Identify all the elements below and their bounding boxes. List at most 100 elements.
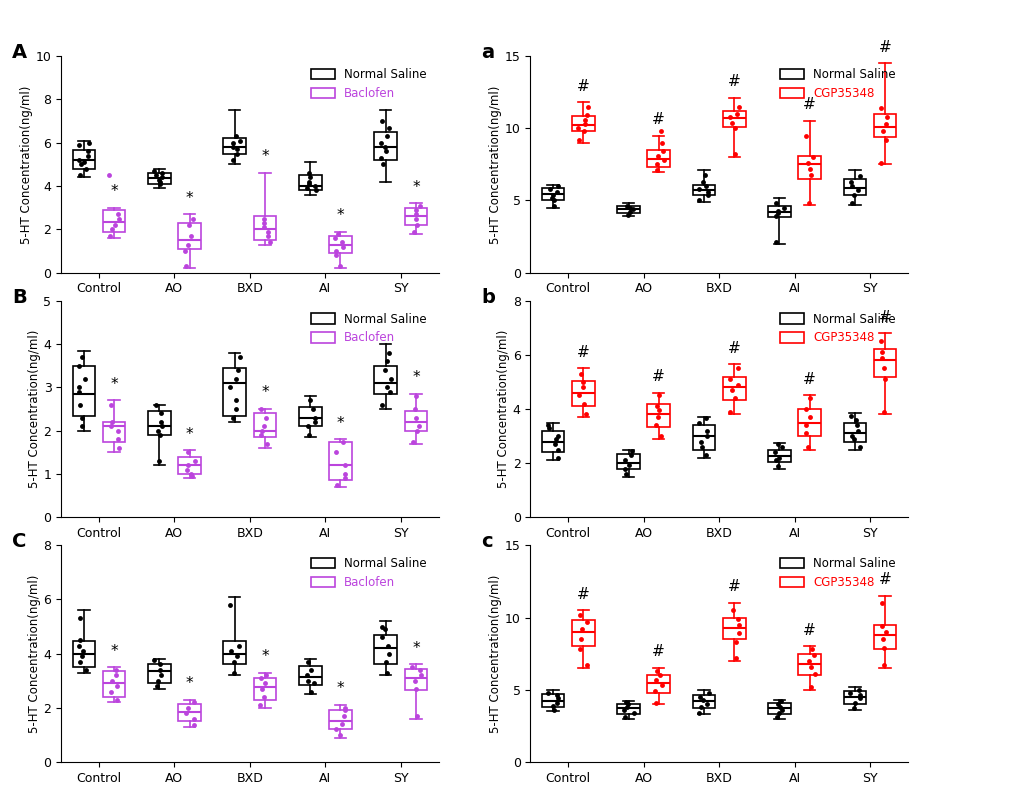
Text: #: # xyxy=(577,586,589,602)
PathPatch shape xyxy=(374,634,396,664)
Text: #: # xyxy=(803,97,815,112)
Text: b: b xyxy=(481,288,495,306)
PathPatch shape xyxy=(647,150,669,168)
PathPatch shape xyxy=(873,114,896,137)
PathPatch shape xyxy=(798,409,820,436)
PathPatch shape xyxy=(299,175,321,190)
Legend: Normal Saline, CGP35348: Normal Saline, CGP35348 xyxy=(773,551,901,595)
Text: #: # xyxy=(728,579,740,594)
PathPatch shape xyxy=(223,139,246,153)
PathPatch shape xyxy=(299,407,321,427)
Text: *: * xyxy=(336,682,344,696)
Y-axis label: 5-HT Concentration(ng/ml): 5-HT Concentration(ng/ml) xyxy=(19,85,33,244)
Text: C: C xyxy=(12,533,26,551)
PathPatch shape xyxy=(541,188,564,200)
Text: *: * xyxy=(110,184,118,199)
PathPatch shape xyxy=(616,205,639,213)
Text: #: # xyxy=(577,79,589,94)
PathPatch shape xyxy=(798,654,820,675)
PathPatch shape xyxy=(616,704,639,715)
Text: A: A xyxy=(12,43,28,62)
PathPatch shape xyxy=(72,642,95,667)
Text: *: * xyxy=(336,415,344,431)
PathPatch shape xyxy=(692,184,714,196)
PathPatch shape xyxy=(329,441,352,480)
Text: *: * xyxy=(412,641,420,656)
Y-axis label: 5-HT Concentration(ng/ml): 5-HT Concentration(ng/ml) xyxy=(28,574,41,733)
PathPatch shape xyxy=(329,236,352,253)
PathPatch shape xyxy=(299,666,321,685)
PathPatch shape xyxy=(405,208,427,225)
Y-axis label: 5-HT Concentration(ng/ml): 5-HT Concentration(ng/ml) xyxy=(488,574,501,733)
Text: #: # xyxy=(878,310,891,325)
Text: #: # xyxy=(728,75,740,89)
PathPatch shape xyxy=(541,431,564,452)
PathPatch shape xyxy=(722,618,745,639)
PathPatch shape xyxy=(541,694,564,707)
PathPatch shape xyxy=(103,671,125,697)
Text: #: # xyxy=(652,111,664,127)
PathPatch shape xyxy=(873,625,896,650)
Text: *: * xyxy=(261,385,269,400)
Y-axis label: 5-HT Concentration(ng/ml): 5-HT Concentration(ng/ml) xyxy=(488,85,501,244)
PathPatch shape xyxy=(148,664,170,683)
Text: a: a xyxy=(481,43,494,62)
PathPatch shape xyxy=(374,132,396,160)
PathPatch shape xyxy=(178,456,201,474)
PathPatch shape xyxy=(843,179,865,196)
Legend: Normal Saline, Baclofen: Normal Saline, Baclofen xyxy=(305,306,432,350)
Text: #: # xyxy=(878,572,891,587)
PathPatch shape xyxy=(405,411,427,431)
Text: *: * xyxy=(185,427,194,441)
PathPatch shape xyxy=(374,366,396,394)
Y-axis label: 5-HT Concentration(ng/ml): 5-HT Concentration(ng/ml) xyxy=(496,330,510,488)
Text: B: B xyxy=(12,288,26,306)
Text: *: * xyxy=(185,676,194,691)
PathPatch shape xyxy=(223,368,246,415)
PathPatch shape xyxy=(148,173,170,184)
Text: #: # xyxy=(878,39,891,55)
PathPatch shape xyxy=(722,111,745,127)
Text: c: c xyxy=(481,533,492,551)
PathPatch shape xyxy=(798,156,820,179)
Text: #: # xyxy=(728,341,740,356)
PathPatch shape xyxy=(572,621,594,646)
PathPatch shape xyxy=(254,413,276,437)
PathPatch shape xyxy=(254,217,276,240)
PathPatch shape xyxy=(767,450,790,462)
Text: *: * xyxy=(110,643,118,658)
Text: *: * xyxy=(261,149,269,164)
PathPatch shape xyxy=(329,711,352,730)
Text: *: * xyxy=(185,191,194,205)
PathPatch shape xyxy=(72,366,95,415)
Text: #: # xyxy=(577,345,589,360)
PathPatch shape xyxy=(103,422,125,441)
Text: *: * xyxy=(412,371,420,385)
PathPatch shape xyxy=(843,691,865,704)
PathPatch shape xyxy=(572,116,594,132)
PathPatch shape xyxy=(616,454,639,468)
Text: *: * xyxy=(412,180,420,195)
Text: *: * xyxy=(336,208,344,223)
PathPatch shape xyxy=(873,350,896,377)
PathPatch shape xyxy=(223,642,246,664)
Text: #: # xyxy=(652,369,664,384)
PathPatch shape xyxy=(572,381,594,407)
PathPatch shape xyxy=(148,411,170,435)
PathPatch shape xyxy=(72,150,95,168)
PathPatch shape xyxy=(843,423,865,441)
PathPatch shape xyxy=(692,695,714,708)
PathPatch shape xyxy=(178,703,201,721)
Text: #: # xyxy=(803,372,815,387)
Text: *: * xyxy=(261,649,269,664)
PathPatch shape xyxy=(722,377,745,399)
Legend: Normal Saline, CGP35348: Normal Saline, CGP35348 xyxy=(773,306,901,350)
PathPatch shape xyxy=(254,678,276,699)
Legend: Normal Saline, Baclofen: Normal Saline, Baclofen xyxy=(305,551,432,595)
Text: #: # xyxy=(652,644,664,659)
PathPatch shape xyxy=(767,206,790,217)
Legend: Normal Saline, Baclofen: Normal Saline, Baclofen xyxy=(305,62,432,106)
PathPatch shape xyxy=(647,403,669,427)
PathPatch shape xyxy=(647,675,669,693)
Y-axis label: 5-HT Concentration(ng/ml): 5-HT Concentration(ng/ml) xyxy=(28,330,41,488)
